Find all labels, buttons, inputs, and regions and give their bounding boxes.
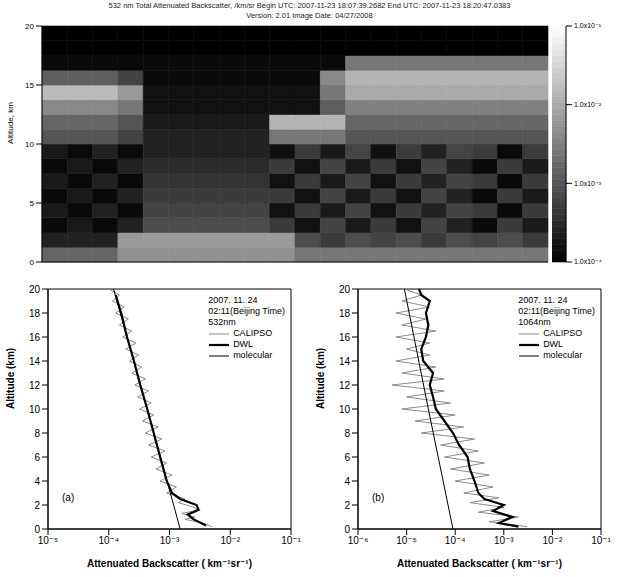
svg-text:1.0x10⁻²: 1.0x10⁻² [574, 101, 602, 108]
svg-text:0: 0 [344, 524, 350, 535]
svg-text:20: 20 [339, 284, 351, 295]
svg-text:12: 12 [339, 380, 351, 391]
svg-text:10⁻⁵: 10⁻⁵ [396, 535, 417, 546]
svg-text:10⁻⁶: 10⁻⁶ [348, 535, 369, 546]
svg-text:1.0x10⁻¹: 1.0x10⁻¹ [574, 22, 602, 29]
svg-text:10⁻⁴: 10⁻⁴ [445, 535, 466, 546]
svg-text:14: 14 [339, 356, 351, 367]
svg-text:Altitude (km): Altitude (km) [315, 348, 326, 409]
svg-text:Attenuated Backscatter ( km⁻¹s: Attenuated Backscatter ( km⁻¹sr⁻¹) [397, 558, 562, 569]
html-text:(a): (a) [62, 492, 75, 503]
svg-text:Altitude, km: Altitude, km [6, 102, 15, 144]
svg-text:10: 10 [25, 140, 34, 149]
svg-text:16: 16 [29, 332, 41, 343]
svg-text:2: 2 [344, 500, 350, 511]
svg-text:2: 2 [34, 500, 40, 511]
svg-text:16: 16 [339, 332, 351, 343]
svg-text:10⁻¹: 10⁻¹ [591, 535, 611, 546]
html-text:DWL: DWL [233, 339, 254, 349]
svg-text:20: 20 [25, 22, 34, 31]
html-text:02:11(Beijing Time): 02:11(Beijing Time) [208, 306, 285, 316]
html-text:CALIPSO: CALIPSO [543, 328, 583, 338]
svg-text:5: 5 [30, 199, 35, 208]
svg-text:4: 4 [344, 476, 350, 487]
html-text:2007. 11. 24: 2007. 11. 24 [208, 295, 258, 305]
html-text:532 nm Total Attenuated Backsc: 532 nm Total Attenuated Backscatter, /km… [108, 1, 511, 10]
html-text:Version: 2.01 Image Date: 04/2: Version: 2.01 Image Date: 04/27/2008 [246, 11, 373, 20]
svg-text:10: 10 [29, 404, 41, 415]
svg-text:10⁻³: 10⁻³ [494, 535, 514, 546]
svg-text:14: 14 [29, 356, 41, 367]
svg-text:10⁻²: 10⁻² [220, 535, 240, 546]
svg-text:10: 10 [339, 404, 351, 415]
svg-text:1.0x10⁻⁴: 1.0x10⁻⁴ [574, 258, 602, 265]
svg-text:10⁻⁵: 10⁻⁵ [38, 535, 59, 546]
html-text:2007. 11. 24: 2007. 11. 24 [518, 295, 568, 305]
svg-text:20: 20 [29, 284, 41, 295]
svg-text:18: 18 [339, 308, 351, 319]
svg-text:Altitude (km): Altitude (km) [5, 348, 16, 409]
svg-text:10⁻²: 10⁻² [543, 535, 563, 546]
html-text:molecular: molecular [233, 350, 273, 360]
html-text:molecular: molecular [543, 350, 583, 360]
svg-text:12: 12 [29, 380, 41, 391]
svg-text:0: 0 [30, 258, 35, 267]
svg-text:18: 18 [29, 308, 41, 319]
svg-text:10⁻³: 10⁻³ [160, 535, 180, 546]
svg-text:0: 0 [34, 524, 40, 535]
svg-text:4: 4 [34, 476, 40, 487]
html-text:DWL: DWL [543, 339, 564, 349]
html-text:(b): (b) [372, 492, 385, 503]
svg-text:6: 6 [344, 452, 350, 463]
svg-text:8: 8 [344, 428, 350, 439]
svg-text:8: 8 [34, 428, 40, 439]
html-text:02:11(Beijing Time): 02:11(Beijing Time) [518, 306, 595, 316]
svg-text:10⁻¹: 10⁻¹ [281, 535, 301, 546]
svg-text:15: 15 [25, 81, 34, 90]
html-text:532nm: 532nm [208, 317, 236, 327]
svg-text:Attenuated Backscatter ( km⁻¹s: Attenuated Backscatter ( km⁻¹sr⁻¹) [87, 558, 252, 569]
html-text:CALIPSO: CALIPSO [233, 328, 273, 338]
svg-text:10⁻⁴: 10⁻⁴ [98, 535, 119, 546]
svg-text:1.0x10⁻³: 1.0x10⁻³ [574, 180, 602, 187]
html-text:1064nm: 1064nm [518, 317, 551, 327]
svg-text:6: 6 [34, 452, 40, 463]
